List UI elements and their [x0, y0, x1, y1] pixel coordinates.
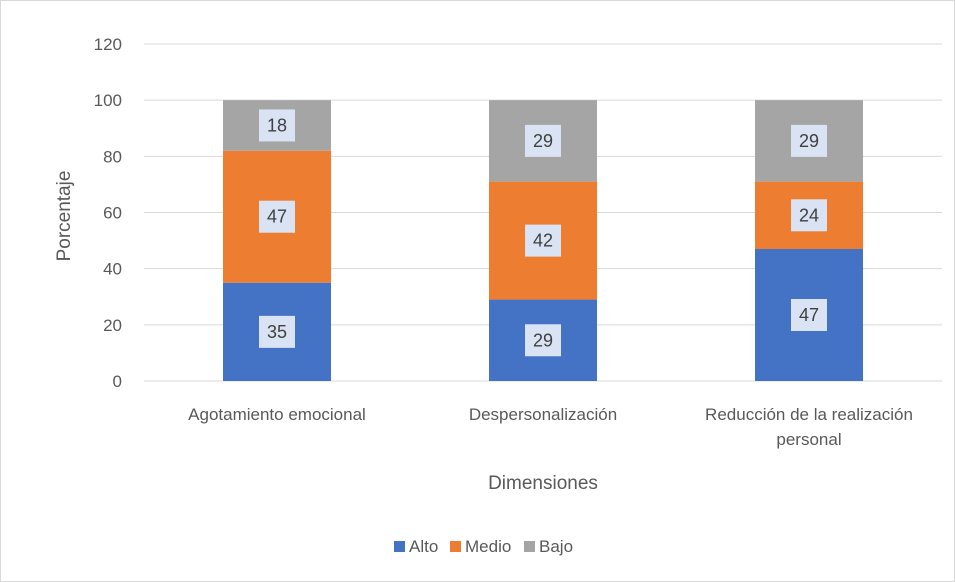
y-axis-title: Porcentaje — [54, 171, 75, 262]
legend-swatch-bajo — [524, 541, 535, 552]
data-label-box — [525, 224, 561, 257]
x-category-label: Despersonalización — [469, 405, 617, 424]
data-label: 24 — [799, 205, 819, 225]
data-label: 18 — [267, 115, 287, 135]
data-label: 29 — [533, 131, 553, 151]
data-label-box — [259, 200, 295, 233]
data-label-box — [791, 299, 827, 332]
data-label: 35 — [267, 322, 287, 342]
data-label-box — [791, 199, 827, 232]
data-label: 42 — [533, 231, 553, 251]
data-label-box — [525, 124, 561, 157]
data-label: 29 — [799, 131, 819, 151]
legend-swatch-alto — [394, 541, 405, 552]
data-label-box — [259, 109, 295, 142]
y-tick-label: 100 — [94, 91, 122, 110]
legend-label-alto: Alto — [409, 537, 438, 556]
y-tick-label: 40 — [103, 260, 122, 279]
y-axis-ticks: 0 20 40 60 80 100 120 — [94, 35, 122, 391]
data-label-box — [259, 315, 295, 348]
x-axis-categories: Agotamiento emocional Despersonalización R… — [188, 405, 913, 449]
x-axis-title: Dimensiones — [488, 473, 598, 494]
y-tick-label: 120 — [94, 35, 122, 54]
legend: Alto Medio Bajo — [394, 537, 573, 556]
data-label: 47 — [799, 305, 819, 325]
legend-swatch-medio — [450, 541, 461, 552]
x-category-label: Reducción de la realización — [705, 405, 913, 424]
y-tick-label: 0 — [113, 372, 122, 391]
x-category-label: Agotamiento emocional — [188, 405, 366, 424]
y-tick-label: 80 — [103, 147, 122, 166]
data-label-box — [525, 324, 561, 357]
x-category-label: personal — [776, 430, 841, 449]
data-label-box — [791, 124, 827, 157]
data-label: 29 — [533, 330, 553, 350]
data-labels: 35 47 18 29 42 29 47 24 29 — [259, 109, 827, 357]
y-tick-label: 20 — [103, 316, 122, 335]
y-tick-label: 60 — [103, 204, 122, 223]
legend-label-medio: Medio — [465, 537, 511, 556]
data-label: 47 — [267, 207, 287, 227]
legend-label-bajo: Bajo — [539, 537, 573, 556]
